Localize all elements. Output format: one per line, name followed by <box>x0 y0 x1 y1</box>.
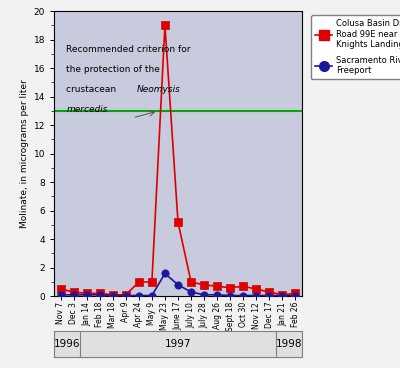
Point <box>70 289 77 295</box>
Point <box>240 293 246 298</box>
Point <box>227 293 234 298</box>
Point <box>96 290 103 296</box>
Point <box>292 290 299 296</box>
Point <box>70 292 77 298</box>
Point <box>214 292 220 298</box>
Point <box>214 283 220 289</box>
Point <box>136 279 142 285</box>
Point <box>175 282 181 288</box>
Point <box>266 293 272 298</box>
Point <box>253 286 260 292</box>
Point <box>188 279 194 285</box>
Point <box>162 270 168 276</box>
Point <box>122 292 129 298</box>
Point <box>84 292 90 298</box>
Point <box>266 289 272 295</box>
Point <box>162 22 168 28</box>
Point <box>96 292 103 298</box>
Text: the protection of the: the protection of the <box>66 65 160 74</box>
Point <box>110 292 116 298</box>
Point <box>188 289 194 295</box>
Text: mercedis: mercedis <box>66 105 108 114</box>
Point <box>122 293 129 298</box>
Point <box>279 293 286 298</box>
Text: crustacean: crustacean <box>66 85 120 94</box>
Y-axis label: Molinate, in micrograms per liter: Molinate, in micrograms per liter <box>20 79 29 228</box>
Point <box>84 290 90 296</box>
Text: Neomysis: Neomysis <box>137 85 181 94</box>
Point <box>201 292 207 298</box>
Point <box>149 293 155 298</box>
Text: 1998: 1998 <box>276 339 302 349</box>
Point <box>175 219 181 225</box>
Point <box>201 282 207 288</box>
Point <box>253 293 260 298</box>
Point <box>57 292 64 298</box>
Legend: Colusa Basin Drain at
Road 99E near
Knights Landing, Sacramento River at
Freepor: Colusa Basin Drain at Road 99E near Knig… <box>311 15 400 79</box>
Point <box>227 285 234 291</box>
Point <box>149 279 155 285</box>
Text: Recommended criterion for: Recommended criterion for <box>66 45 191 54</box>
Point <box>279 292 286 298</box>
Point <box>110 293 116 298</box>
Text: 1997: 1997 <box>165 339 191 349</box>
Point <box>136 293 142 298</box>
Text: 1996: 1996 <box>54 339 80 349</box>
Point <box>292 293 299 298</box>
Point <box>240 283 246 289</box>
Point <box>57 286 64 292</box>
